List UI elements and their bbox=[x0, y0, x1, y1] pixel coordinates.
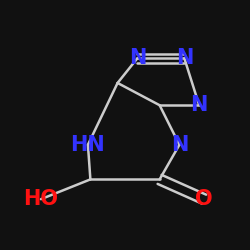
Text: N: N bbox=[171, 135, 188, 155]
Text: O: O bbox=[195, 189, 213, 209]
Text: N: N bbox=[176, 48, 193, 68]
Text: HO: HO bbox=[24, 189, 58, 209]
Text: N: N bbox=[129, 48, 146, 68]
Text: HN: HN bbox=[70, 135, 105, 155]
Text: N: N bbox=[190, 95, 208, 115]
